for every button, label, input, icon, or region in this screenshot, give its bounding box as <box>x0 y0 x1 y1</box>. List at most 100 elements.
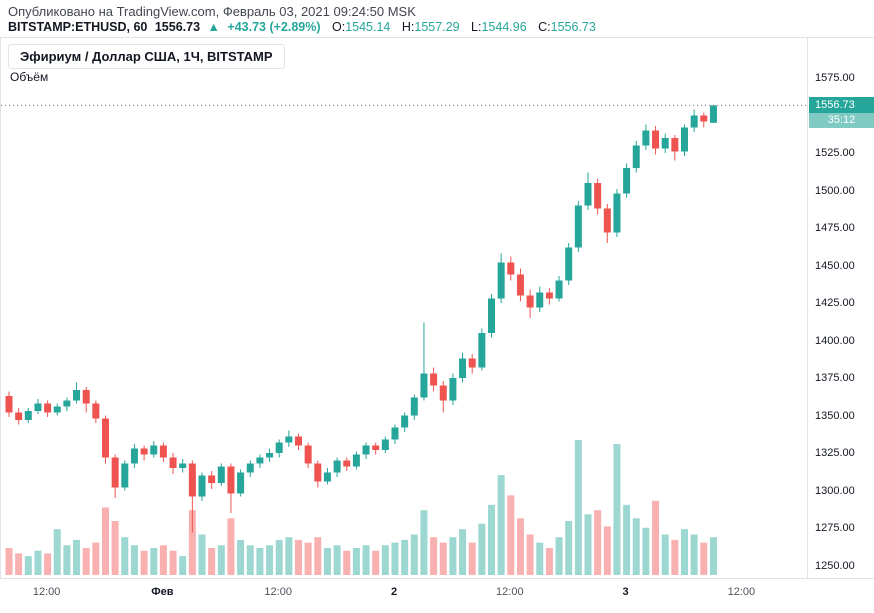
volume-bar <box>5 548 13 575</box>
volume-bar <box>34 550 42 575</box>
candle-body <box>488 298 495 333</box>
candle-body <box>709 105 717 123</box>
volume-bar <box>15 553 23 575</box>
time-axis-label: 2 <box>390 586 398 598</box>
volume-bar <box>121 537 129 575</box>
candle-body <box>439 385 447 401</box>
candle-body <box>130 448 138 464</box>
volume-bar <box>478 523 486 575</box>
volume-bar <box>439 542 447 575</box>
candle-body <box>343 460 351 467</box>
volume-bar <box>256 548 264 575</box>
volume-bar <box>53 529 61 575</box>
candle-body <box>150 445 158 455</box>
volume-bar <box>237 539 245 575</box>
candle-body <box>208 475 216 483</box>
volume-bar <box>661 534 669 575</box>
candle-body <box>478 333 486 368</box>
candle-body <box>420 373 428 398</box>
candle-body <box>111 457 119 488</box>
volume-bar <box>314 537 322 575</box>
volume-bar <box>690 534 698 575</box>
symbol-name: BITSTAMP:ETHUSD, 60 <box>8 20 148 34</box>
candle-body <box>690 115 698 128</box>
volume-bar <box>516 518 524 575</box>
time-axis-label: Фев <box>151 586 174 598</box>
volume-bar <box>73 539 81 575</box>
volume-bar <box>594 510 602 575</box>
volume-bar <box>246 545 254 575</box>
candle-body <box>323 472 331 482</box>
candle-body <box>362 445 370 455</box>
volume-bar <box>372 550 380 575</box>
candle-body <box>545 292 553 299</box>
candle-body <box>613 193 621 233</box>
price-axis-label: 1525.00 <box>815 147 855 159</box>
volume-bar <box>526 534 534 575</box>
candle-body <box>217 466 225 483</box>
high-readout: H:1557.29 <box>402 20 460 34</box>
volume-bar <box>352 548 360 575</box>
candle-body <box>188 463 196 497</box>
close-value: 1556.73 <box>550 20 596 34</box>
candle-body <box>584 183 592 206</box>
candle-body <box>507 262 515 275</box>
volume-bar <box>401 539 409 575</box>
volume-bar <box>188 510 196 575</box>
candle-body <box>661 138 669 149</box>
volume-bar <box>150 548 158 575</box>
volume-bar <box>179 556 187 575</box>
open-label: O: <box>332 20 346 34</box>
candle-body <box>44 403 52 413</box>
volume-bar <box>584 514 592 575</box>
time-axis[interactable]: 12:00 Фев 12:00 2 12:00 3 12:00 <box>0 578 874 613</box>
candle-body <box>401 415 409 428</box>
volume-bar <box>140 550 148 575</box>
volume-bar <box>681 529 688 575</box>
candle-body <box>314 463 322 482</box>
volume-bar <box>459 529 467 575</box>
volume-bar <box>362 545 370 575</box>
candle-body <box>82 390 90 404</box>
candlestick-chart[interactable] <box>1 38 807 578</box>
candle-body <box>304 445 312 464</box>
candle-body <box>256 457 264 464</box>
volume-bar <box>285 537 293 575</box>
volume-bar <box>82 548 90 575</box>
volume-bar <box>671 539 679 575</box>
candle-body <box>5 396 13 413</box>
volume-bar <box>652 500 660 575</box>
volume-bar <box>24 556 32 575</box>
candle-body <box>237 472 245 494</box>
close-readout: C:1556.73 <box>538 20 596 34</box>
change-arrow-icon: ▲ <box>207 20 220 34</box>
volume-bar <box>623 504 631 575</box>
candle-body <box>275 442 283 453</box>
volume-bar <box>603 526 611 575</box>
candle-body <box>603 208 611 233</box>
price-axis[interactable]: 1250.00 1275.00 1300.00 1325.00 1350.00 1375.… <box>807 38 874 578</box>
chart-area[interactable]: Эфириум / Доллар США, 1Ч, BITSTAMP Объём <box>0 38 807 578</box>
symbol-status-line: BITSTAMP:ETHUSD, 60 1556.73 ▲ +43.73 (+2… <box>8 20 596 34</box>
volume-bar <box>420 510 428 575</box>
volume-bar <box>536 542 544 575</box>
candle-body <box>565 247 573 281</box>
high-label: H: <box>401 20 415 34</box>
candle-body <box>169 457 177 468</box>
time-axis-label: 12:00 <box>727 586 756 598</box>
candle-body <box>73 390 81 401</box>
volume-bar <box>295 539 302 575</box>
volume-bar <box>130 545 138 575</box>
candle-body <box>159 445 167 458</box>
open-readout: O:1545.14 <box>332 20 390 34</box>
candle-body <box>526 295 534 308</box>
high-value: 1557.29 <box>414 20 460 34</box>
price-axis-label: 1350.00 <box>815 409 855 422</box>
close-label: C: <box>538 20 551 34</box>
volume-bar <box>343 550 351 575</box>
candle-body <box>53 406 61 413</box>
candle-body <box>246 463 254 473</box>
price-axis-label: 1450.00 <box>815 259 855 272</box>
candle-body <box>497 262 505 299</box>
candle-body <box>449 378 457 401</box>
